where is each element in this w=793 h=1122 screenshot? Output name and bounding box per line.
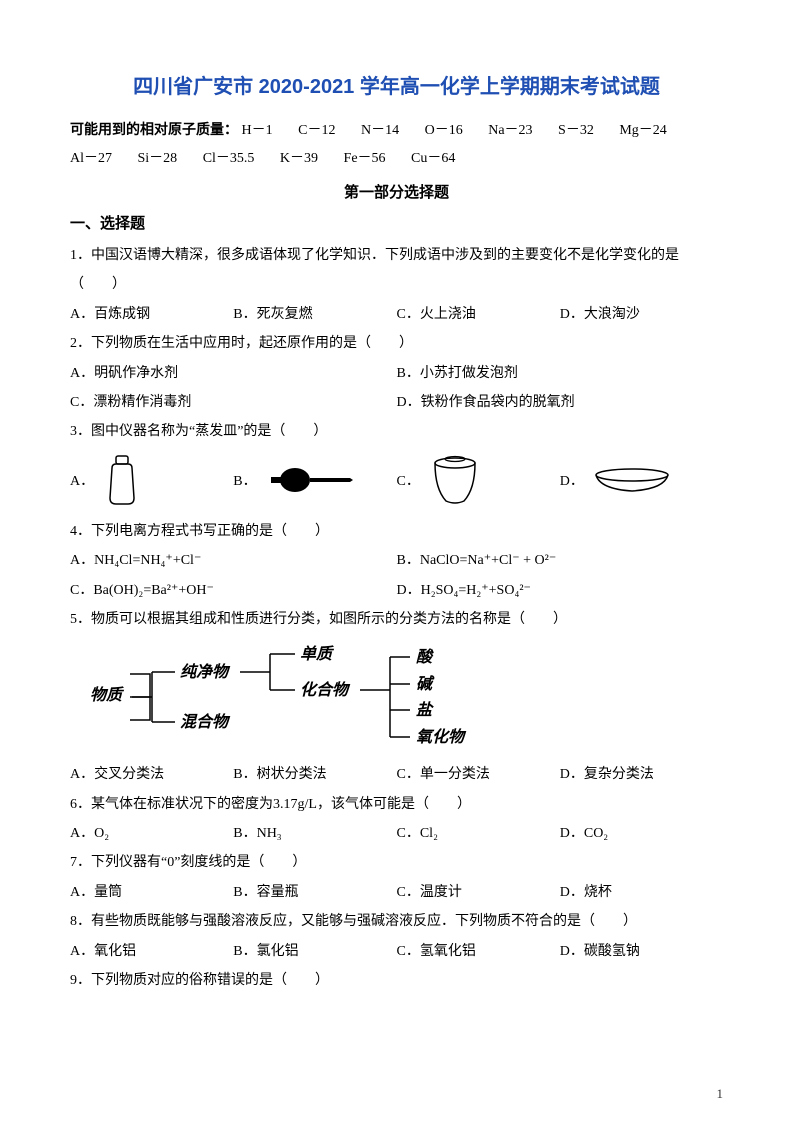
q8-opt-B: B．氯化铝: [233, 937, 396, 966]
q5-options: A．交叉分类法 B．树状分类法 C．单一分类法 D．复杂分类法: [70, 760, 723, 789]
mass-S: S－32: [558, 117, 594, 145]
q9-stem: 9．下列物质对应的俗称错误的是（ ）: [70, 966, 723, 995]
atomic-masses: 可能用到的相对原子质量： H－1 C－12 N－14 O－16 Na－23 S－…: [70, 117, 723, 173]
mass-Al: Al－27: [70, 145, 112, 173]
mass-Mg: Mg－24: [619, 117, 666, 145]
mass-Si: Si－28: [138, 145, 178, 173]
q3-options: A． B． C．: [70, 453, 723, 507]
dropper-bulb-icon: [265, 465, 355, 495]
q2-opt-B: B．小苏打做发泡剂: [397, 359, 724, 388]
q4-opt-D: D．H₂SO₄=H₂⁺+SO₄²⁻: [397, 576, 724, 605]
q8-opt-D: D．碳酸氢钠: [560, 937, 723, 966]
q4-stem: 4．下列电离方程式书写正确的是（ ）: [70, 517, 723, 546]
mass-H: H－1: [242, 117, 273, 145]
q6-opt-D: D．CO₂: [560, 819, 723, 848]
section-heading: 一、选择题: [70, 212, 723, 233]
q5-opt-C: C．单一分类法: [397, 760, 560, 789]
q8-options: A．氧化铝 B．氯化铝 C．氢氧化铝 D．碳酸氢钠: [70, 937, 723, 966]
q5-opt-B: B．树状分类法: [233, 760, 396, 789]
q5-opt-D: D．复杂分类法: [560, 760, 723, 789]
q1-stem: 1．中国汉语博大精深，很多成语体现了化学知识．下列成语中涉及到的主要变化不是化学…: [70, 241, 723, 300]
mass-K: K－39: [280, 145, 318, 173]
q2-opt-C: C．漂粉精作消毒剂: [70, 388, 397, 417]
q6-opt-A: A．O₂: [70, 819, 233, 848]
q3-C-label: C．: [397, 470, 420, 490]
evaporating-dish-icon: [592, 467, 672, 493]
q3-opt-A: A．: [70, 454, 233, 506]
tree-l2b: 化合物: [300, 681, 351, 699]
mass-Na: Na－23: [488, 117, 532, 145]
mass-C: C－12: [298, 117, 335, 145]
q3-opt-B: B．: [233, 465, 396, 495]
exam-page: 四川省广安市 2020-2021 学年高一化学上学期期末考试试题 可能用到的相对…: [0, 0, 793, 1025]
masses-label: 可能用到的相对原子质量：: [70, 123, 238, 138]
q5-opt-A: A．交叉分类法: [70, 760, 233, 789]
q4-opt-C: C．Ba(OH)₂=Ba²⁺+OH⁻: [70, 576, 397, 605]
q2-options-row2: C．漂粉精作消毒剂 D．铁粉作食品袋内的脱氧剂: [70, 388, 723, 417]
q1-opt-A: A．百炼成钢: [70, 300, 233, 329]
tree-l3b: 碱: [416, 675, 435, 693]
q4-opt-A: A．NH₄Cl=NH₄⁺+Cl⁻: [70, 546, 397, 575]
q2-opt-D: D．铁粉作食品袋内的脱氧剂: [397, 388, 724, 417]
q6-options: A．O₂ B．NH₃ C．Cl₂ D．CO₂: [70, 819, 723, 848]
q3-stem: 3．图中仪器名称为“蒸发皿”的是（ ）: [70, 417, 723, 446]
q6-stem: 6．某气体在标准状况下的密度为3.17g/L，该气体可能是（ ）: [70, 790, 723, 819]
q1-opt-C: C．火上浇油: [397, 300, 560, 329]
page-title: 四川省广安市 2020-2021 学年高一化学上学期期末考试试题: [70, 70, 723, 99]
q1-options: A．百炼成钢 B．死灰复燃 C．火上浇油 D．大浪淘沙: [70, 300, 723, 329]
tree-l3d: 氧化物: [416, 728, 467, 746]
tree-root: 物质: [90, 686, 125, 704]
q4-opt-B: B．NaClO=Na⁺+Cl⁻ + O²⁻: [397, 546, 724, 575]
q8-opt-C: C．氢氧化铝: [397, 937, 560, 966]
q5-stem: 5．物质可以根据其组成和性质进行分类，如图所示的分类方法的名称是（ ）: [70, 605, 723, 634]
q3-opt-D: D．: [560, 467, 723, 493]
page-number: 1: [717, 1086, 724, 1102]
q6-opt-C: C．Cl₂: [397, 819, 560, 848]
q7-opt-D: D．烧杯: [560, 878, 723, 907]
crucible-icon: [428, 453, 482, 507]
q3-B-label: B．: [233, 470, 256, 490]
q1-opt-B: B．死灰复燃: [233, 300, 396, 329]
q3-D-label: D．: [560, 470, 584, 490]
q3-A-label: A．: [70, 470, 94, 490]
mass-Fe: Fe－56: [344, 145, 386, 173]
tree-l2a: 单质: [300, 645, 335, 663]
q2-options-row1: A．明矾作净水剂 B．小苏打做发泡剂: [70, 359, 723, 388]
q8-opt-A: A．氧化铝: [70, 937, 233, 966]
tree-l3c: 盐: [416, 701, 434, 719]
tree-l1b: 混合物: [180, 713, 231, 731]
mass-O: O－16: [425, 117, 463, 145]
q2-stem: 2．下列物质在生活中应用时，起还原作用的是（ ）: [70, 329, 723, 358]
mass-Cu: Cu－64: [411, 145, 455, 173]
tree-l1a: 纯净物: [180, 663, 231, 681]
q7-opt-B: B．容量瓶: [233, 878, 396, 907]
q8-stem: 8．有些物质既能够与强酸溶液反应，又能够与强碱溶液反应．下列物质不符合的是（ ）: [70, 907, 723, 936]
q7-opt-C: C．温度计: [397, 878, 560, 907]
q5-tree-diagram: 物质 纯净物 混合物 单质 化合物 酸 碱 盐 氧化物: [90, 642, 723, 752]
tree-l3a: 酸: [416, 648, 434, 666]
q6-opt-B: B．NH₃: [233, 819, 396, 848]
q7-stem: 7．下列仪器有“0”刻度线的是（ ）: [70, 848, 723, 877]
mass-Cl: Cl－35.5: [203, 145, 255, 173]
q7-options: A．量筒 B．容量瓶 C．温度计 D．烧杯: [70, 878, 723, 907]
q7-opt-A: A．量筒: [70, 878, 233, 907]
q4-options-row1: A．NH₄Cl=NH₄⁺+Cl⁻ B．NaClO=Na⁺+Cl⁻ + O²⁻: [70, 546, 723, 575]
part-heading: 第一部分选择题: [70, 181, 723, 202]
q2-opt-A: A．明矾作净水剂: [70, 359, 397, 388]
q4-options-row2: C．Ba(OH)₂=Ba²⁺+OH⁻ D．H₂SO₄=H₂⁺+SO₄²⁻: [70, 576, 723, 605]
q1-opt-D: D．大浪淘沙: [560, 300, 723, 329]
bottle-icon: [102, 454, 142, 506]
q3-opt-C: C．: [397, 453, 560, 507]
mass-N: N－14: [361, 117, 399, 145]
